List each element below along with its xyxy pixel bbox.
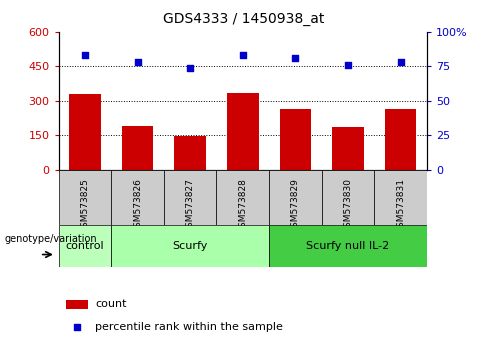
Bar bbox=[59, 225, 111, 267]
Text: GSM573826: GSM573826 bbox=[133, 178, 142, 233]
Text: Scurfy: Scurfy bbox=[172, 241, 208, 251]
Text: count: count bbox=[96, 298, 127, 309]
Text: GSM573828: GSM573828 bbox=[238, 178, 247, 233]
Bar bbox=[111, 225, 269, 267]
Text: GSM573831: GSM573831 bbox=[396, 178, 405, 233]
Point bbox=[239, 52, 246, 58]
Bar bbox=[122, 126, 153, 170]
Bar bbox=[69, 94, 101, 170]
Bar bbox=[374, 170, 427, 225]
Text: genotype/variation: genotype/variation bbox=[5, 234, 98, 244]
Bar bbox=[322, 170, 374, 225]
Point bbox=[134, 59, 142, 65]
Text: GSM573829: GSM573829 bbox=[291, 178, 300, 233]
Bar bbox=[174, 136, 206, 170]
Bar bbox=[385, 109, 416, 170]
Text: control: control bbox=[65, 241, 104, 251]
Bar bbox=[111, 170, 164, 225]
Bar bbox=[280, 109, 311, 170]
Text: Scurfy null IL-2: Scurfy null IL-2 bbox=[306, 241, 390, 251]
Text: GDS4333 / 1450938_at: GDS4333 / 1450938_at bbox=[163, 12, 325, 27]
Bar bbox=[59, 170, 111, 225]
Text: GSM573830: GSM573830 bbox=[344, 178, 352, 233]
Text: percentile rank within the sample: percentile rank within the sample bbox=[96, 322, 283, 332]
Point bbox=[81, 52, 89, 58]
Point bbox=[73, 325, 81, 330]
Point bbox=[291, 55, 299, 61]
Bar bbox=[227, 93, 259, 170]
Bar bbox=[332, 127, 364, 170]
Bar bbox=[269, 225, 427, 267]
Point bbox=[397, 59, 405, 65]
Point bbox=[344, 62, 352, 68]
Text: GSM573825: GSM573825 bbox=[81, 178, 89, 233]
Point bbox=[186, 65, 194, 70]
Bar bbox=[164, 170, 217, 225]
Bar bbox=[66, 299, 88, 309]
Text: GSM573827: GSM573827 bbox=[185, 178, 195, 233]
Bar bbox=[217, 170, 269, 225]
Bar bbox=[269, 170, 322, 225]
